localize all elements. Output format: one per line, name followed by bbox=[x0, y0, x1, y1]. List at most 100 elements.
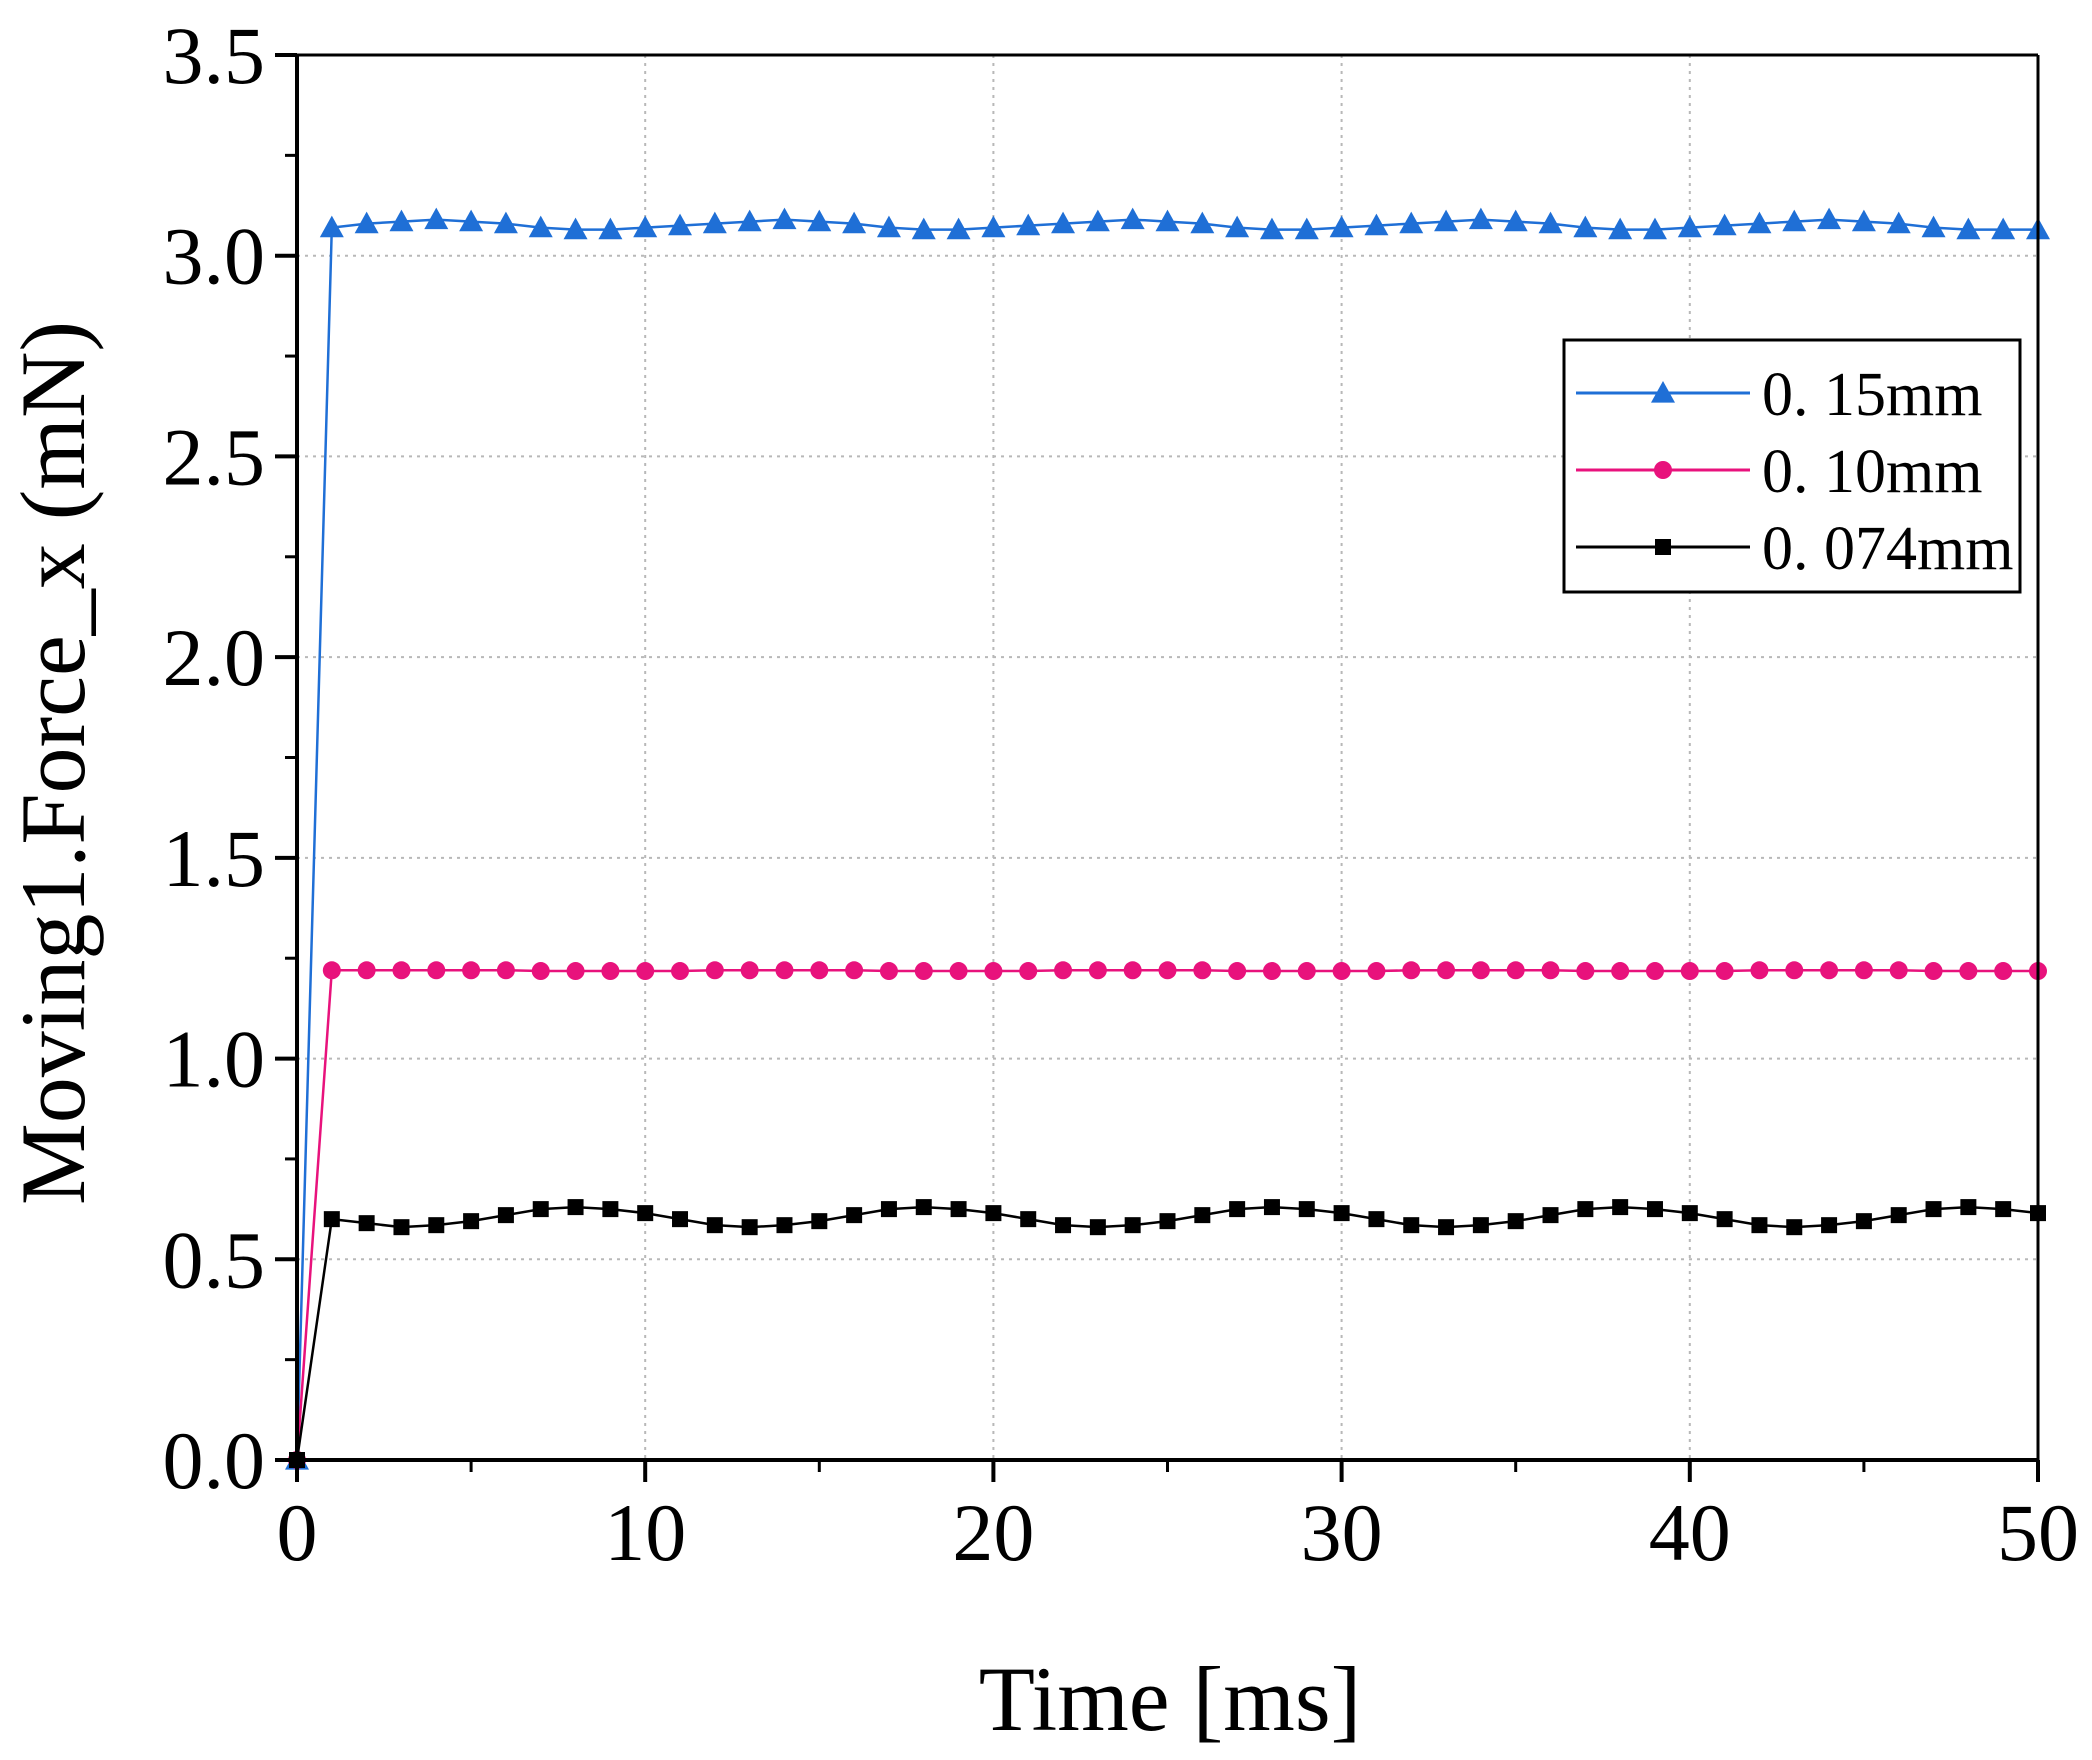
y-tick-label: 2.5 bbox=[163, 411, 266, 502]
data-point bbox=[637, 1205, 654, 1222]
legend-label: 0. 15mm bbox=[1762, 361, 1982, 429]
data-point bbox=[1262, 962, 1281, 981]
data-point bbox=[319, 215, 344, 238]
data-point bbox=[1611, 962, 1630, 981]
data-point bbox=[1576, 962, 1595, 981]
data-point bbox=[737, 209, 762, 232]
data-point bbox=[846, 1207, 863, 1224]
y-tick-label: 0.0 bbox=[163, 1415, 266, 1506]
y-tick-label: 3.5 bbox=[163, 10, 266, 101]
data-point bbox=[705, 961, 724, 980]
data-point bbox=[601, 962, 620, 981]
data-point bbox=[1123, 961, 1142, 980]
data-point bbox=[1468, 207, 1493, 230]
series-line bbox=[295, 1205, 2039, 1461]
data-point bbox=[1085, 209, 1110, 232]
data-point bbox=[1995, 1201, 2012, 1218]
data-point bbox=[357, 961, 376, 980]
data-point bbox=[842, 211, 867, 234]
data-point bbox=[772, 207, 797, 230]
data-point bbox=[1088, 961, 1107, 980]
data-point bbox=[354, 211, 379, 234]
data-point bbox=[1297, 962, 1316, 981]
data-point bbox=[672, 1211, 689, 1228]
data-point bbox=[1854, 961, 1873, 980]
x-tick-label: 0 bbox=[277, 1487, 318, 1578]
data-point bbox=[1712, 213, 1737, 236]
data-point bbox=[424, 207, 449, 230]
data-point bbox=[1750, 961, 1769, 980]
data-point bbox=[531, 962, 550, 981]
data-point bbox=[1782, 209, 1807, 232]
x-tick-label: 30 bbox=[1301, 1487, 1383, 1578]
data-point bbox=[1925, 1201, 1942, 1218]
data-point bbox=[879, 962, 898, 981]
legend-label: 0. 074mm bbox=[1762, 515, 2013, 583]
data-point bbox=[1194, 1207, 1211, 1224]
data-point bbox=[1747, 211, 1772, 234]
data-point bbox=[984, 962, 1003, 981]
data-point bbox=[1190, 211, 1215, 234]
data-point bbox=[1577, 1201, 1594, 1218]
data-point bbox=[567, 1199, 584, 1216]
data-point bbox=[668, 213, 693, 236]
x-tick-label: 20 bbox=[952, 1487, 1034, 1578]
data-point bbox=[462, 961, 481, 980]
data-point bbox=[1399, 211, 1424, 234]
data-point bbox=[1051, 211, 1076, 234]
data-point bbox=[1438, 1219, 1455, 1236]
series-square bbox=[289, 1199, 2046, 1468]
data-point bbox=[1055, 1217, 1072, 1234]
legend-box bbox=[1562, 338, 2022, 594]
data-point bbox=[1645, 962, 1664, 981]
x-axis-title: Time [ms] bbox=[979, 1648, 1362, 1750]
data-point bbox=[1991, 217, 2016, 240]
data-point bbox=[1646, 1201, 1663, 1218]
data-point bbox=[1506, 961, 1525, 980]
data-point bbox=[1677, 215, 1702, 238]
data-point bbox=[776, 1217, 793, 1234]
y-tick-label: 3.0 bbox=[163, 211, 266, 302]
data-point bbox=[1855, 1213, 1872, 1230]
data-point bbox=[1716, 1211, 1733, 1228]
data-point bbox=[1472, 1217, 1489, 1234]
x-tick-label: 10 bbox=[604, 1487, 686, 1578]
data-point bbox=[1403, 1217, 1420, 1234]
data-point bbox=[1541, 961, 1560, 980]
data-point bbox=[915, 1199, 932, 1216]
series-circle bbox=[288, 961, 2047, 1469]
data-point bbox=[1507, 1213, 1524, 1230]
legend-marker bbox=[1655, 539, 1671, 555]
data-point bbox=[1368, 1211, 1385, 1228]
data-point bbox=[1889, 961, 1908, 980]
legend-marker bbox=[1654, 461, 1672, 479]
data-point bbox=[532, 1201, 549, 1218]
data-point bbox=[459, 209, 484, 232]
data-point bbox=[1786, 1219, 1803, 1236]
data-point bbox=[1329, 215, 1354, 238]
data-point bbox=[1573, 215, 1598, 238]
data-point bbox=[528, 215, 553, 238]
data-point bbox=[740, 961, 759, 980]
data-point bbox=[880, 1201, 897, 1218]
data-point bbox=[1155, 209, 1180, 232]
y-axis-title: Moving1.Force_x (mN) bbox=[2, 321, 104, 1205]
data-point bbox=[1851, 209, 1876, 232]
data-point bbox=[1886, 211, 1911, 234]
data-point bbox=[1434, 209, 1459, 232]
data-point bbox=[1294, 217, 1319, 240]
data-point bbox=[602, 1201, 619, 1218]
data-point bbox=[949, 962, 968, 981]
data-point bbox=[985, 1205, 1002, 1222]
data-point bbox=[1016, 213, 1041, 236]
data-point bbox=[1924, 962, 1943, 981]
data-point bbox=[493, 211, 518, 234]
data-point bbox=[1124, 1217, 1141, 1234]
data-point bbox=[463, 1213, 480, 1230]
data-point bbox=[1642, 217, 1667, 240]
data-point bbox=[876, 215, 901, 238]
legend-label: 0. 10mm bbox=[1762, 438, 1982, 506]
data-point bbox=[1263, 1199, 1280, 1216]
data-point bbox=[1538, 211, 1563, 234]
